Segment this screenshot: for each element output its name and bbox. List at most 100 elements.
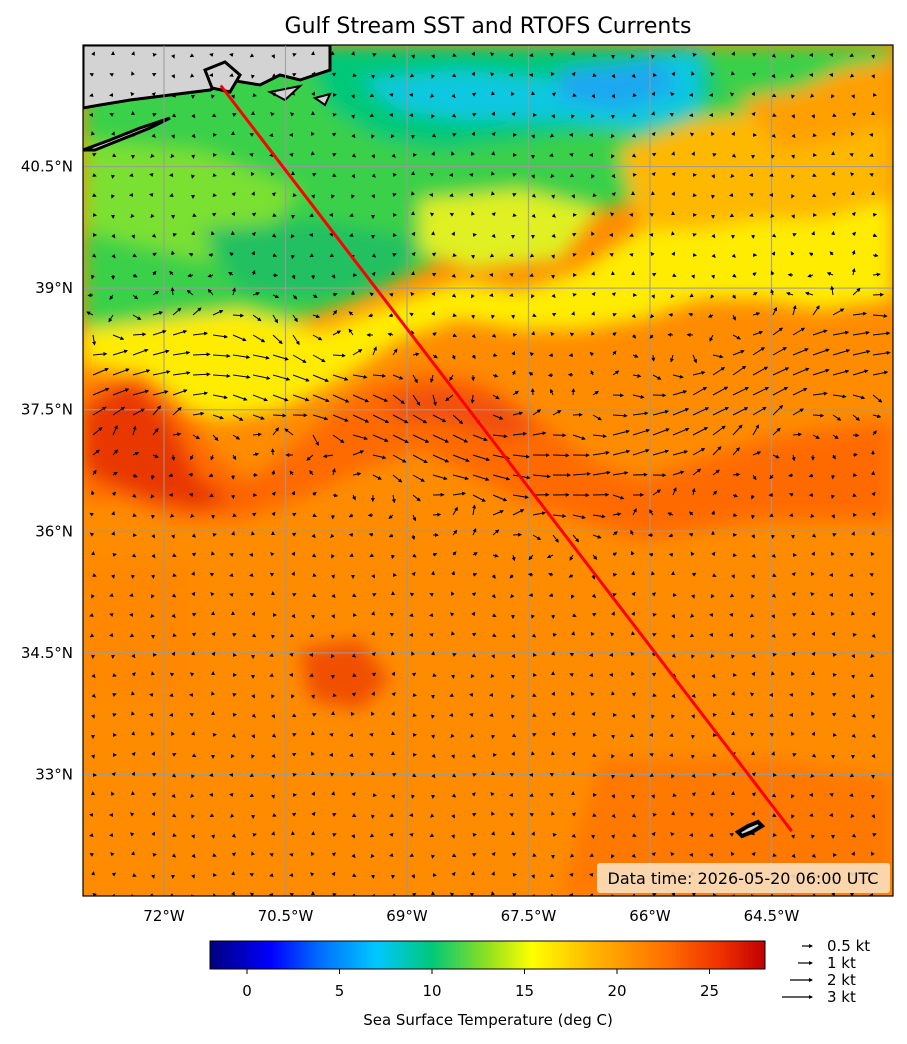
current-vector	[572, 93, 577, 97]
current-vector	[532, 313, 537, 317]
current-vector	[529, 253, 535, 258]
current-vector	[829, 53, 834, 57]
current-vector	[611, 154, 615, 159]
current-vector	[549, 133, 555, 138]
current-vector	[812, 173, 817, 177]
current-vector	[92, 173, 97, 177]
current-vector	[550, 173, 555, 179]
current-vector	[190, 73, 195, 78]
current-vector	[509, 273, 514, 277]
current-vector	[111, 233, 116, 239]
current-vector	[672, 487, 677, 496]
current-vector	[112, 368, 130, 376]
current-vector	[649, 509, 654, 516]
current-vector	[732, 447, 740, 456]
current-vector	[652, 813, 657, 817]
current-vector	[491, 314, 495, 319]
current-vector	[211, 231, 215, 236]
current-vector	[512, 390, 519, 396]
current-vector	[431, 291, 436, 297]
current-vector	[491, 333, 497, 338]
current-vector	[548, 353, 554, 358]
current-vector	[89, 512, 94, 517]
current-vector	[112, 388, 130, 396]
current-vector	[452, 333, 458, 338]
current-vector	[432, 454, 450, 463]
current-vector	[271, 92, 276, 97]
current-vector	[309, 469, 314, 476]
current-vector	[492, 394, 500, 400]
current-vector	[311, 71, 316, 77]
current-vector	[569, 873, 574, 877]
current-vector	[852, 394, 866, 400]
current-vector	[872, 313, 888, 318]
current-vector	[111, 194, 115, 199]
current-vector	[92, 406, 107, 416]
current-vector	[652, 409, 670, 416]
current-vector	[311, 91, 316, 97]
current-vector	[348, 311, 354, 316]
current-vector	[451, 293, 457, 298]
current-vector	[232, 713, 237, 717]
current-vector	[451, 113, 457, 118]
current-vector	[348, 328, 354, 336]
current-vector	[290, 233, 295, 239]
current-vector	[192, 391, 209, 396]
current-vector	[271, 469, 276, 476]
current-vector	[351, 133, 356, 139]
current-vector	[392, 414, 409, 424]
current-vector	[332, 292, 338, 297]
current-vector	[292, 354, 307, 363]
current-vector	[792, 348, 809, 356]
current-vector	[712, 153, 717, 157]
current-vector	[511, 714, 515, 719]
current-vector	[712, 469, 720, 476]
current-vector	[531, 193, 536, 198]
current-vector	[752, 387, 770, 396]
current-vector	[771, 251, 776, 256]
current-vector	[171, 454, 176, 462]
current-vector	[752, 330, 764, 336]
current-vector	[629, 233, 634, 237]
colorbar-tick-label: 20	[607, 982, 626, 1000]
current-vector	[671, 251, 676, 256]
current-vector	[152, 290, 160, 296]
current-vector	[252, 374, 271, 380]
current-vector	[311, 694, 315, 699]
current-vector	[152, 428, 159, 436]
current-vector	[791, 194, 795, 199]
current-vector	[849, 73, 855, 78]
current-vector	[452, 529, 458, 536]
current-vector	[529, 273, 534, 277]
current-vector	[192, 307, 202, 316]
current-vector	[272, 354, 289, 361]
current-vector	[804, 291, 814, 296]
current-vector	[112, 471, 118, 476]
current-vector	[612, 449, 631, 456]
current-vector	[392, 474, 403, 483]
current-vector	[752, 347, 766, 356]
current-vector	[849, 153, 854, 157]
current-vector	[368, 313, 374, 318]
current-vector	[290, 112, 295, 117]
quiver-key-label: 2 kt	[827, 971, 856, 989]
current-vector	[711, 131, 715, 136]
current-vector	[552, 633, 557, 637]
current-vector	[532, 511, 546, 516]
current-vector	[91, 131, 95, 136]
current-vector	[590, 113, 595, 119]
current-vector	[830, 285, 835, 296]
current-vector	[445, 394, 454, 402]
current-vector	[629, 253, 634, 257]
current-vector	[207, 273, 214, 278]
current-vector	[271, 774, 275, 779]
current-vector	[489, 253, 495, 258]
current-vector	[831, 131, 836, 137]
current-vector	[231, 871, 235, 876]
map-panel: Data time: 2026-05-20 06:00 UTC 72°W 70.5…	[21, 44, 894, 925]
current-vector	[291, 274, 296, 280]
current-vector	[451, 354, 456, 360]
current-vector	[611, 93, 616, 99]
current-vector	[152, 405, 162, 416]
current-vector	[769, 173, 774, 177]
